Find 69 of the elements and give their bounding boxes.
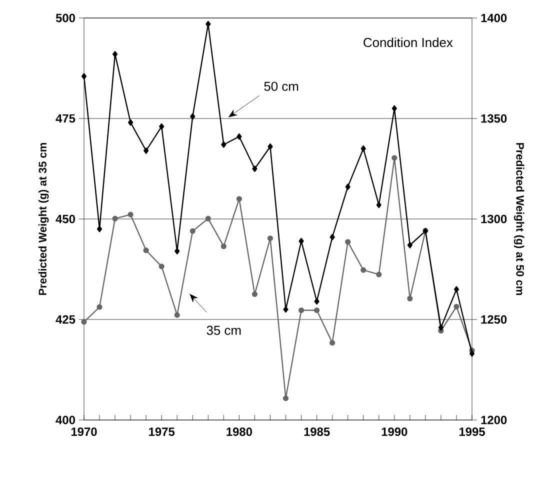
y-tick-label: 400 [56, 416, 75, 424]
point [252, 166, 258, 172]
point [159, 123, 164, 130]
point [360, 267, 366, 273]
point [112, 50, 118, 58]
point [220, 244, 226, 250]
point [252, 291, 258, 297]
y2-tick-label: 1300 [481, 214, 507, 224]
point [360, 145, 366, 152]
point [314, 307, 320, 314]
x-tick-label: 1970 [71, 428, 97, 436]
point [392, 105, 397, 112]
x-tick-label: 1985 [304, 428, 330, 436]
point [144, 147, 149, 154]
point [174, 248, 180, 254]
annotation: Condition Index [364, 38, 453, 48]
x-tick-label: 1995 [459, 428, 485, 436]
point [96, 226, 102, 232]
point [128, 119, 134, 126]
x-tick-label: 1980 [226, 428, 252, 436]
point [96, 304, 102, 310]
y2-tick-label: 1350 [481, 114, 507, 123]
point [112, 216, 118, 222]
y2-tick-label: 1250 [481, 315, 507, 324]
point [330, 340, 336, 346]
point [81, 73, 87, 80]
y2-axis-title: Predicted Weight (g) at 50 cm [514, 143, 524, 295]
y-tick-label: 450 [56, 214, 75, 224]
point [128, 212, 134, 218]
point [330, 234, 335, 240]
y-tick-label: 425 [56, 315, 76, 324]
point [190, 228, 196, 234]
point [206, 20, 211, 28]
y2-tick-label: 1200 [481, 416, 507, 424]
point [236, 133, 242, 140]
point [438, 324, 444, 331]
point [268, 143, 273, 150]
point [205, 216, 211, 222]
x-tick-label: 1975 [149, 428, 175, 436]
point [282, 395, 289, 402]
point [392, 155, 398, 161]
point [376, 202, 382, 208]
point [314, 298, 320, 305]
point [158, 264, 164, 270]
point [298, 307, 304, 314]
point [190, 113, 196, 120]
point [174, 312, 180, 318]
point [236, 196, 242, 202]
x-tick-label: 1990 [382, 428, 408, 436]
point [454, 286, 460, 293]
point [345, 239, 351, 245]
y2-tick-label: 1400 [481, 14, 507, 22]
y-tick-label: 500 [56, 14, 75, 22]
y-tick-label: 475 [56, 114, 76, 123]
point [81, 319, 87, 325]
annotation: 50 cm [264, 82, 298, 91]
point [469, 350, 475, 357]
point [221, 141, 226, 148]
point [407, 296, 413, 302]
point [454, 304, 460, 310]
point [298, 238, 304, 244]
point [267, 235, 274, 242]
point [407, 242, 412, 248]
annotation: 35 cm [206, 326, 241, 335]
point [143, 248, 149, 254]
y-axis-title: Predicted Weight (g) at 35 cm [38, 143, 49, 295]
point [283, 306, 288, 313]
point [376, 272, 382, 278]
point [345, 184, 350, 190]
